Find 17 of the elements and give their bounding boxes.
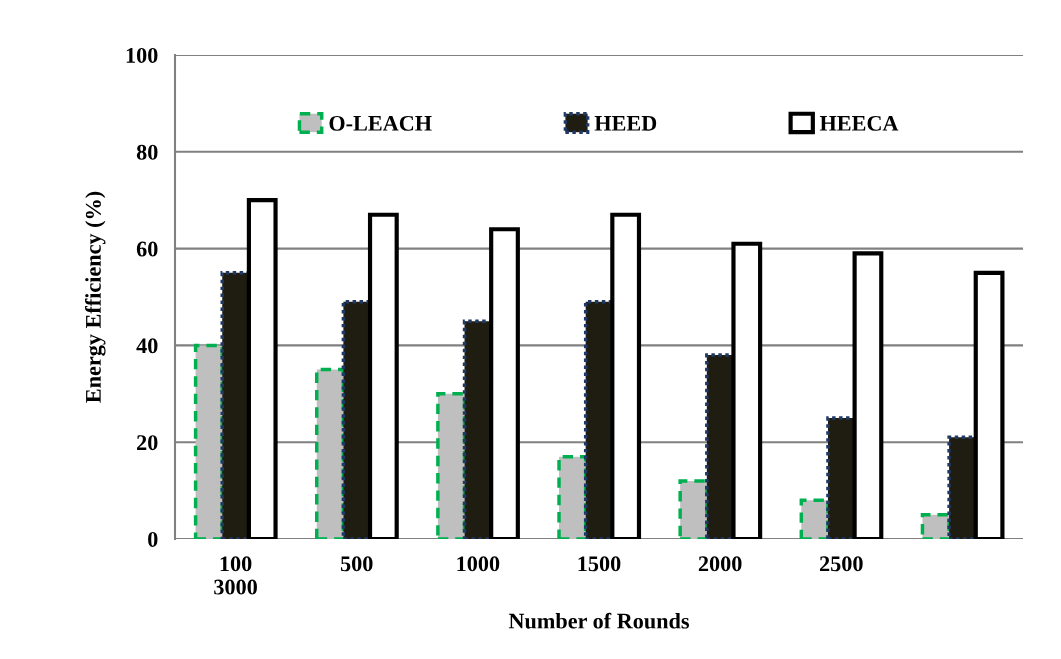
y-axis-title: Energy Efficiency (%) [85, 191, 106, 403]
x-tick-label: 1000 [457, 556, 500, 572]
legend-label: O-LEACH [329, 115, 432, 131]
y-tick-label: 20 [137, 435, 158, 451]
x-axis-title: Number of Rounds [508, 612, 690, 629]
x-tick-label: 100 3000 [214, 556, 257, 595]
x-tick-label: 2000 [698, 556, 742, 572]
y-tick-label: 0 [148, 531, 158, 547]
legend-label: HEECA [819, 115, 899, 131]
x-tick-label: 1500 [578, 556, 621, 572]
y-tick-label: 100 [126, 47, 158, 63]
x-tick-label: 500 [340, 556, 373, 572]
y-tick-label: 60 [136, 241, 158, 257]
x-tick-label: 2500 [820, 556, 863, 572]
legend-label: HEED [594, 116, 657, 131]
y-tick-label: 80 [136, 144, 158, 160]
y-tick-label: 40 [136, 338, 158, 354]
